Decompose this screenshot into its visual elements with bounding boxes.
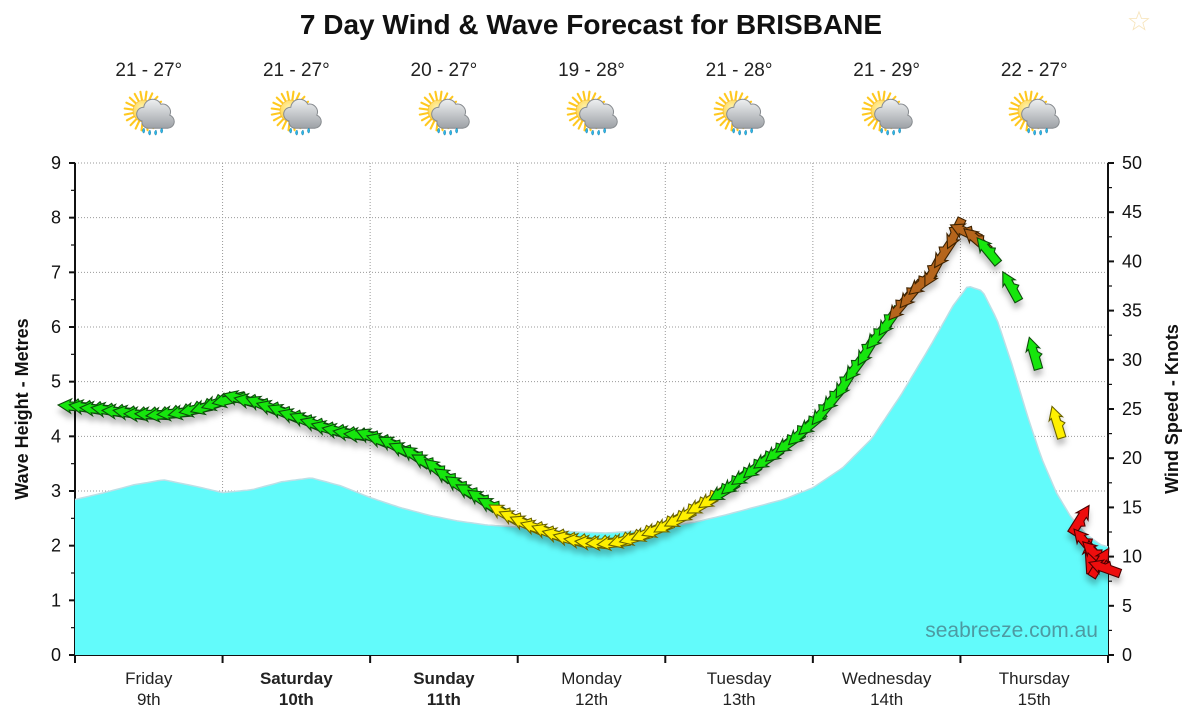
svg-text:30: 30: [1122, 350, 1142, 370]
svg-text:0: 0: [1122, 645, 1132, 665]
svg-text:7: 7: [51, 262, 61, 282]
svg-text:10: 10: [1122, 547, 1142, 567]
svg-text:45: 45: [1122, 202, 1142, 222]
svg-text:25: 25: [1122, 399, 1142, 419]
svg-text:4: 4: [51, 426, 61, 446]
svg-text:40: 40: [1122, 251, 1142, 271]
svg-text:35: 35: [1122, 301, 1142, 321]
svg-text:20: 20: [1122, 448, 1142, 468]
svg-text:8: 8: [51, 208, 61, 228]
svg-text:5: 5: [1122, 596, 1132, 616]
svg-text:0: 0: [51, 645, 61, 665]
svg-text:Wave Height - Metres: Wave Height - Metres: [12, 318, 32, 499]
svg-text:5: 5: [51, 372, 61, 392]
svg-text:seabreeze.com.au: seabreeze.com.au: [925, 619, 1098, 642]
svg-text:1: 1: [51, 590, 61, 610]
svg-text:6: 6: [51, 317, 61, 337]
svg-text:9: 9: [51, 153, 61, 173]
svg-text:2: 2: [51, 536, 61, 556]
svg-text:50: 50: [1122, 153, 1142, 173]
svg-text:3: 3: [51, 481, 61, 501]
svg-text:Wind Speed - Knots: Wind Speed - Knots: [1162, 324, 1182, 494]
svg-text:15: 15: [1122, 497, 1142, 517]
